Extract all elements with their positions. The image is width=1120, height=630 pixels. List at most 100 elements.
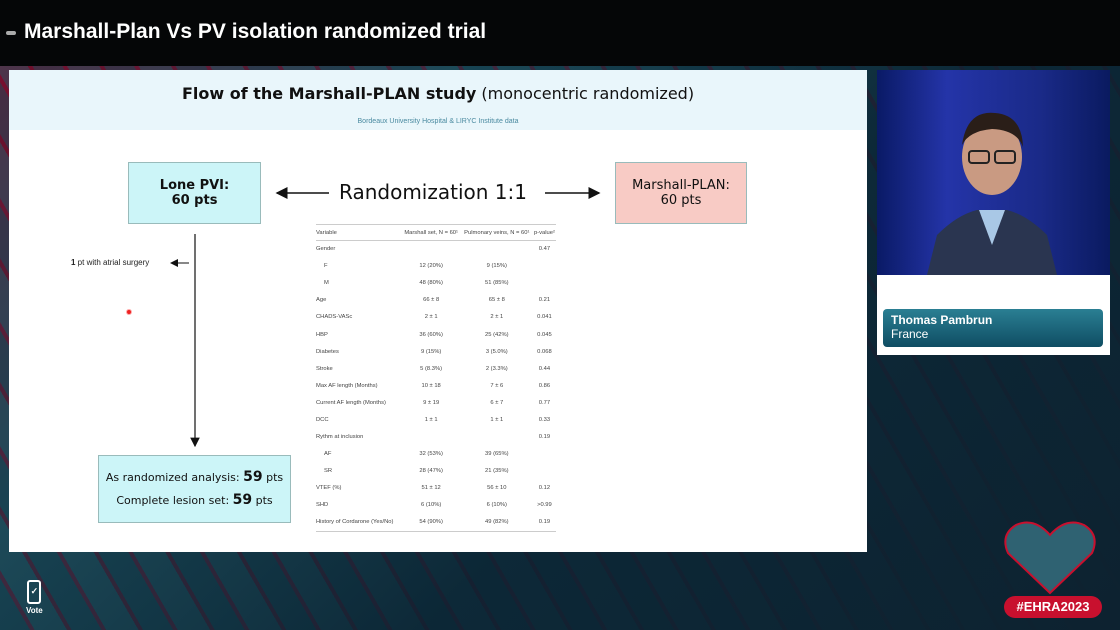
slide: Flow of the Marshall-PLAN study (monocen…: [9, 70, 867, 552]
table-cell: 9 (15%): [486, 263, 507, 270]
table-cell: 0.33: [538, 416, 551, 423]
hashtag-badge: #EHRA2023: [1004, 596, 1102, 618]
table-cell: 0.44: [538, 365, 551, 372]
table-row: VTEF (%) 51 ± 12 56 ± 10 0.12: [316, 480, 556, 497]
table-cell: 66 ± 8: [423, 297, 440, 304]
table-row: Gender 0.47: [316, 241, 556, 258]
table-cell: Max AF length (Months): [316, 382, 378, 389]
table-cell: [461, 241, 533, 258]
exclusion-count: 1: [71, 258, 76, 267]
table-row: Current AF length (Months) 9 ± 19 6 ± 7 0.7…: [316, 394, 556, 411]
arm-lone-pvi: Lone PVI: 60 pts: [128, 162, 261, 224]
table-cell: Current AF length (Months): [316, 399, 386, 406]
table-header-cell: Pulmonary veins, N = 60¹: [460, 224, 533, 241]
exclusion-text: pt with atrial surgery: [75, 258, 150, 267]
arm-label: Marshall-PLAN:: [632, 178, 730, 193]
final-analysis-box: As randomized analysis: 59 pts Complete …: [98, 455, 291, 523]
table-cell: 51 (85%): [485, 280, 509, 287]
table-cell: M: [324, 280, 329, 287]
slide-subtitle: Bordeaux University Hospital & LIRYC Ins…: [357, 118, 519, 125]
table-cell: HBP: [316, 331, 328, 338]
table-cell: 21 (35%): [485, 468, 509, 475]
table-cell: History of Cordarone (Yes/No): [316, 514, 402, 532]
slide-title-bold: Flow of the Marshall-PLAN study: [181, 84, 477, 103]
table-cell: Age: [316, 297, 327, 304]
table-cell: [533, 258, 556, 275]
session-title: Marshall-Plan Vs PV isolation randomized…: [24, 20, 487, 43]
table-cell: Rythm at inclusion: [316, 434, 364, 441]
table-row: CHADS-VASc 2 ± 1 2 ± 1 0.041: [316, 309, 556, 326]
table-cell: 51 ± 12: [421, 485, 441, 492]
table-row: SHD 6 (10%) 6 (10%) >0.99: [316, 497, 556, 514]
table-cell: SR: [324, 468, 333, 475]
randomization-label: Randomization 1:1: [339, 180, 527, 204]
speaker-name: Thomas Pambrun: [891, 313, 993, 327]
table-cell: 0.045: [537, 331, 552, 338]
table-cell: 0.77: [538, 399, 551, 406]
table-cell: 0.21: [538, 297, 551, 304]
table-cell: 0.19: [538, 434, 551, 441]
table-cell: 0.041: [537, 314, 552, 321]
baseline-table: Variable Marshall set, N = 60¹ Pulmonary v…: [316, 224, 556, 532]
unit: pts: [262, 471, 284, 484]
arm-count: 60 pts: [660, 193, 702, 208]
table-row: SR 28 (47%) 21 (35%): [316, 463, 556, 480]
table-cell: 49 (82%): [460, 514, 533, 532]
table-cell: 54 (90%): [401, 514, 461, 532]
table-cell: VTEF (%): [316, 485, 342, 492]
table-cell: 10 ± 18: [421, 382, 441, 389]
table-cell: [461, 429, 533, 446]
arm-count: 60 pts: [171, 193, 218, 208]
slide-title-rest: (monocentric randomized): [476, 84, 695, 103]
table-cell: 2 ± 1: [424, 314, 438, 321]
table-row: DCC 1 ± 1 1 ± 1 0.33: [316, 411, 556, 428]
table-row: History of Cordarone (Yes/No) 54 (90%) 49 …: [316, 514, 556, 532]
arm-marshall-plan: Marshall-PLAN: 60 pts: [615, 162, 747, 224]
table-cell: 9 (15%): [420, 348, 442, 355]
exclusion-note: 1 pt with atrial surgery: [71, 258, 149, 267]
speaker-country: France: [891, 327, 929, 341]
ehra-heart-logo: [1004, 521, 1096, 595]
table-cell: 7 ± 6: [490, 382, 504, 389]
vote-label: Vote: [26, 606, 43, 615]
table-row: Stroke 5 (8.3%) 2 (3.3%) 0.44: [316, 360, 556, 377]
table-cell: 0.19: [532, 514, 556, 532]
table-cell: 6 (10%): [420, 502, 442, 509]
table-cell: 0.86: [538, 382, 551, 389]
table-row: Max AF length (Months) 10 ± 18 7 ± 6 0.86: [316, 377, 556, 394]
table-cell: 65 ± 8: [488, 297, 505, 304]
table-cell: 6 ± 7: [490, 399, 504, 406]
unit: pts: [252, 494, 273, 507]
slide-title: Flow of the Marshall-PLAN study (monocen…: [9, 84, 867, 103]
final-line-2: Complete lesion set: 59 pts: [116, 489, 272, 512]
table-cell: [402, 429, 461, 446]
table-cell: >0.99: [537, 502, 552, 509]
table-cell: [533, 463, 556, 480]
table-cell: 48 (80%): [419, 280, 443, 287]
arm-label: Lone PVI:: [159, 178, 230, 193]
table-header-cell: Variable: [316, 224, 402, 241]
label: As randomized analysis:: [105, 471, 244, 484]
table-cell: 0.068: [537, 348, 552, 355]
table-cell: AF: [324, 451, 332, 458]
vote-button[interactable]: ✓ Vote: [26, 580, 43, 615]
table-cell: 28 (47%): [419, 468, 443, 475]
table-cell: 2 (3.3%): [485, 365, 508, 372]
table-cell: Stroke: [316, 365, 333, 372]
table-cell: 6 (10%): [486, 502, 507, 509]
count: 59: [232, 492, 253, 508]
label: Complete lesion set:: [116, 494, 233, 507]
speaker-image: [927, 112, 1057, 275]
table-cell: Gender: [316, 246, 336, 253]
table-cell: 12 (20%): [419, 263, 443, 270]
table-cell: 9 ± 19: [423, 399, 440, 406]
slide-header: [9, 70, 867, 130]
speaker-lower-third: Thomas Pambrun France: [877, 275, 1110, 355]
title-bar: Marshall-Plan Vs PV isolation randomized…: [0, 0, 1120, 66]
laser-pointer-dot: [126, 309, 132, 315]
table-cell: 0.47: [538, 246, 551, 253]
table-row: M 48 (80%) 51 (85%): [316, 275, 556, 292]
table-cell: 25 (42%): [485, 331, 509, 338]
table-row: HBP 36 (60%) 25 (42%) 0.045: [316, 326, 556, 343]
table-cell: DCC: [316, 416, 329, 423]
